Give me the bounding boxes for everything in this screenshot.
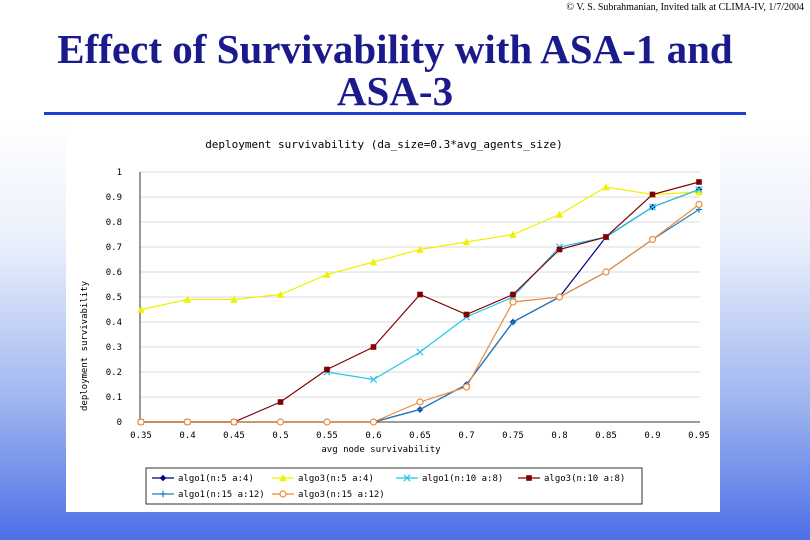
data-point — [137, 305, 145, 313]
legend-entry: algo3(n:15 a:12) — [272, 490, 385, 500]
y-tick-label: 0.1 — [106, 393, 122, 403]
series-line — [137, 200, 703, 426]
legend-entry: algo1(n:10 a:8) — [396, 474, 503, 484]
x-tick-label: 0.6 — [365, 431, 381, 441]
data-point — [526, 475, 532, 481]
x-axis-ticks: 0.35 0.4 0.45 0.5 0.55 0.6 0.65 0.7 0.75 0.8 0.85 0… — [130, 431, 710, 441]
legend-label: algo1(n:15 a:12) — [178, 490, 265, 500]
data-point — [416, 406, 424, 413]
y-tick-label: 0 — [117, 418, 122, 428]
x-tick-label: 0.65 — [409, 431, 431, 441]
y-tick-label: 0.6 — [106, 268, 122, 278]
legend-label: algo3(n:15 a:12) — [298, 490, 385, 500]
data-point — [277, 399, 284, 405]
y-axis-ticks: 0 0.1 0.2 0.3 0.4 0.5 0.6 0.7 0.8 0.9 1 — [106, 168, 122, 428]
legend-label: algo3(n:10 a:8) — [544, 474, 625, 484]
data-point — [370, 344, 377, 350]
x-tick-label: 0.75 — [502, 431, 524, 441]
y-tick-label: 0.4 — [106, 318, 122, 328]
legend-label: algo1(n:10 a:8) — [422, 474, 503, 484]
data-point — [695, 185, 703, 194]
y-tick-label: 0.9 — [106, 193, 122, 203]
data-point — [463, 311, 470, 318]
data-point — [695, 200, 703, 209]
legend-label: algo1(n:5 a:4) — [178, 474, 254, 484]
y-tick-label: 0.5 — [106, 293, 122, 303]
data-point — [695, 188, 703, 196]
legend-box — [145, 467, 643, 505]
x-tick-label: 0.7 — [458, 431, 474, 441]
data-point — [556, 246, 563, 253]
data-point — [649, 191, 656, 198]
data-point — [279, 490, 287, 498]
data-point — [324, 366, 330, 373]
data-point — [137, 418, 145, 426]
data-point — [276, 290, 285, 298]
copyright-notice: © V. S. Subrahmanian, Invited talk at CL… — [566, 2, 804, 13]
data-point — [230, 418, 238, 426]
chart-background — [66, 116, 720, 512]
legend-entry: algo1(n:15 a:12) — [152, 490, 265, 500]
x-tick-label: 0.35 — [130, 431, 152, 441]
data-point — [648, 203, 657, 211]
data-point — [183, 418, 192, 426]
x-tick-label: 0.9 — [644, 431, 660, 441]
data-point — [369, 418, 378, 426]
x-tick-label: 0.55 — [316, 431, 338, 441]
data-point — [555, 293, 564, 301]
data-point — [416, 398, 424, 406]
data-point — [416, 245, 424, 253]
slide-title: Effect of Survivability with ASA-1 and A… — [40, 28, 750, 112]
data-point — [602, 268, 610, 276]
data-point — [648, 235, 657, 244]
data-point — [369, 258, 378, 266]
data-point — [159, 490, 167, 498]
data-point — [509, 298, 517, 306]
data-point — [510, 291, 516, 298]
x-axis-label: avg node survivability — [321, 445, 441, 455]
data-point — [323, 418, 331, 426]
data-point — [509, 318, 517, 326]
data-point — [696, 179, 702, 185]
data-point — [369, 375, 378, 384]
chart-title: deployment survivability (da_size=0.3*av… — [205, 138, 563, 151]
legend-entry: algo3(n:5 a:4) — [272, 474, 374, 484]
slide-title-line-1: Effect of Survivability with ASA-1 and — [57, 26, 733, 72]
chart-panel: deployment survivability (da_size=0.3*av… — [66, 116, 720, 512]
data-point — [276, 418, 285, 426]
data-point — [602, 183, 610, 191]
x-tick-label: 0.85 — [595, 431, 617, 441]
data-point — [183, 295, 192, 303]
title-divider — [44, 112, 746, 115]
x-tick-label: 0.8 — [551, 431, 567, 441]
grid-lines — [140, 171, 700, 423]
data-point — [509, 230, 517, 238]
data-point — [230, 295, 238, 303]
data-point — [462, 238, 471, 246]
slide-title-line-2: ASA-3 — [336, 68, 454, 114]
data-point — [416, 348, 424, 356]
data-point — [403, 474, 411, 482]
y-tick-label: 0.3 — [106, 343, 122, 353]
x-tick-label: 0.5 — [272, 431, 288, 441]
x-tick-label: 0.4 — [179, 431, 195, 441]
data-point — [279, 474, 287, 482]
data-point — [603, 234, 609, 240]
data-point — [323, 270, 331, 278]
data-point — [417, 291, 423, 298]
y-tick-label: 0.2 — [106, 368, 122, 378]
legend-entry: algo3(n:10 a:8) — [518, 474, 625, 484]
y-tick-label: 0.8 — [106, 218, 122, 228]
y-axis-label: deployment survivability — [80, 280, 90, 411]
legend-label: algo3(n:5 a:4) — [298, 474, 374, 484]
data-point — [462, 383, 471, 391]
y-tick-label: 1 — [117, 168, 122, 178]
data-point — [555, 210, 564, 218]
line-chart: deployment survivability (da_size=0.3*av… — [66, 116, 720, 512]
y-tick-label: 0.7 — [106, 243, 122, 253]
x-tick-label: 0.95 — [688, 431, 710, 441]
series-line — [137, 183, 703, 313]
x-tick-label: 0.45 — [223, 431, 245, 441]
series-lines — [137, 179, 703, 426]
